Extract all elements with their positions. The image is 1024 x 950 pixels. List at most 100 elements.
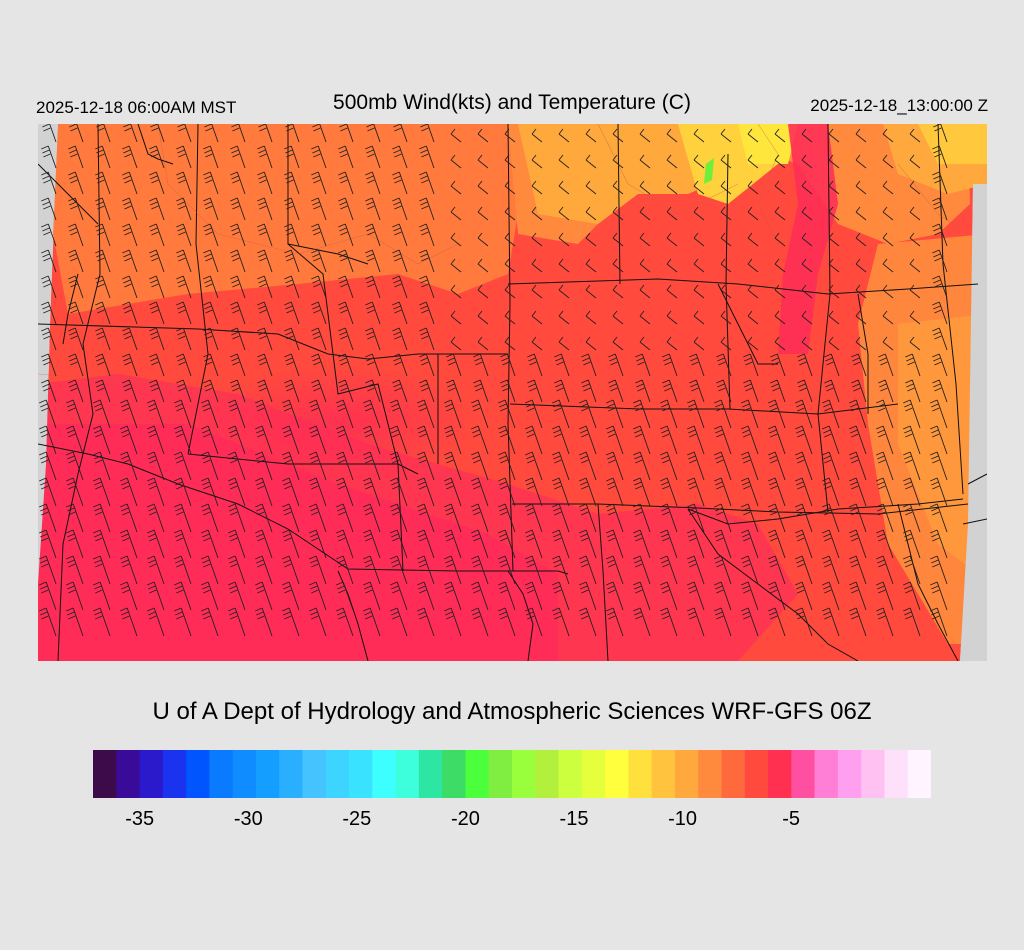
wind-barb xyxy=(552,503,570,533)
wind-barb xyxy=(96,124,111,143)
wind-barb xyxy=(585,180,597,195)
wind-barb xyxy=(392,145,408,169)
wind-barb xyxy=(824,353,840,377)
wind-barb xyxy=(450,128,462,143)
wind-barb xyxy=(828,128,840,143)
wind-barb xyxy=(909,206,921,221)
wind-barb xyxy=(68,275,84,299)
wind-barb xyxy=(639,310,651,325)
wind-barb xyxy=(365,171,381,195)
wind-barb xyxy=(338,197,354,221)
wind-barb xyxy=(417,503,435,533)
wind-barb xyxy=(363,425,381,455)
wind-barb xyxy=(93,581,111,611)
wind-barb xyxy=(284,301,300,325)
wind-barb xyxy=(174,425,192,455)
wind-barb xyxy=(230,223,246,247)
wind-barb xyxy=(633,607,651,637)
wind-barb xyxy=(282,503,300,533)
wind-barb xyxy=(693,232,705,247)
wind-barb xyxy=(338,145,354,169)
wind-barb xyxy=(338,379,354,403)
wind-barb xyxy=(176,249,192,273)
wind-barb xyxy=(687,607,705,637)
wind-barb xyxy=(932,327,948,351)
wind-barb xyxy=(801,336,813,351)
wind-barb xyxy=(855,206,867,221)
wind-barb xyxy=(230,379,246,403)
wind-barb xyxy=(203,301,219,325)
wind-barb xyxy=(257,379,273,403)
wind-barb xyxy=(228,451,246,481)
wind-barb xyxy=(228,555,246,585)
wind-barb xyxy=(66,503,84,533)
wind-barb xyxy=(828,310,840,325)
wind-barb xyxy=(444,503,462,533)
wind-barb xyxy=(66,529,84,559)
wind-barb xyxy=(882,258,894,273)
wind-barb xyxy=(579,451,597,481)
wind-barb xyxy=(498,451,516,481)
colorbar-swatch xyxy=(535,750,560,798)
wind-barb xyxy=(552,477,570,507)
wind-barb xyxy=(338,249,354,273)
valid-time-local: 2025-12-18 06:00AM MST xyxy=(36,98,237,117)
wind-barb xyxy=(579,555,597,585)
wind-barb xyxy=(201,503,219,533)
wind-barb xyxy=(282,425,300,455)
wind-barb xyxy=(633,529,651,559)
colorbar-swatch xyxy=(581,750,606,798)
wind-barb xyxy=(176,171,192,195)
wind-barb xyxy=(552,529,570,559)
wind-barb xyxy=(855,232,867,247)
wind-barb xyxy=(66,477,84,507)
wind-barb xyxy=(93,555,111,585)
wind-barb xyxy=(176,145,192,169)
wind-barb xyxy=(42,124,57,143)
wind-barb xyxy=(612,206,624,221)
colorbar-label: -5 xyxy=(782,808,801,830)
wind-barb xyxy=(450,284,462,299)
wind-barb xyxy=(311,327,327,351)
wind-barb xyxy=(257,327,273,351)
colorbar-swatch xyxy=(512,750,536,798)
wind-barb xyxy=(204,124,219,143)
wind-barb xyxy=(930,477,948,507)
wind-barb xyxy=(639,180,651,195)
wind-barb xyxy=(477,206,489,221)
wind-barb xyxy=(68,171,84,195)
wind-barb xyxy=(795,503,813,533)
wind-barb xyxy=(255,529,273,559)
wind-barb xyxy=(849,399,867,429)
wind-barb xyxy=(149,327,165,351)
wind-barb xyxy=(477,336,489,351)
wind-barb xyxy=(822,581,840,611)
wind-barb xyxy=(120,399,138,429)
wind-barb xyxy=(336,503,354,533)
wind-barb xyxy=(282,581,300,611)
colorbar-swatch xyxy=(558,750,583,798)
wind-barb xyxy=(500,379,516,403)
wind-barb xyxy=(257,171,273,195)
wind-barb xyxy=(471,425,489,455)
wind-barb xyxy=(419,249,435,273)
wind-barb xyxy=(531,310,543,325)
wind-barb xyxy=(687,451,705,481)
wind-barb xyxy=(203,171,219,195)
wind-barb xyxy=(774,336,786,351)
wind-barb xyxy=(390,581,408,611)
wind-barb xyxy=(365,353,381,377)
wind-barb xyxy=(768,555,786,585)
wind-barb xyxy=(801,258,813,273)
wind-barb xyxy=(525,477,543,507)
wind-barb xyxy=(477,154,489,169)
wind-barb xyxy=(797,379,813,403)
wind-barb xyxy=(639,206,651,221)
wind-barb xyxy=(531,336,543,351)
wind-barb xyxy=(39,581,57,611)
colorbar-swatch xyxy=(674,750,699,798)
wind-barb xyxy=(527,379,543,403)
colorbar-swatch xyxy=(279,750,304,798)
wind-barb xyxy=(230,301,246,325)
wind-barb xyxy=(531,232,543,247)
